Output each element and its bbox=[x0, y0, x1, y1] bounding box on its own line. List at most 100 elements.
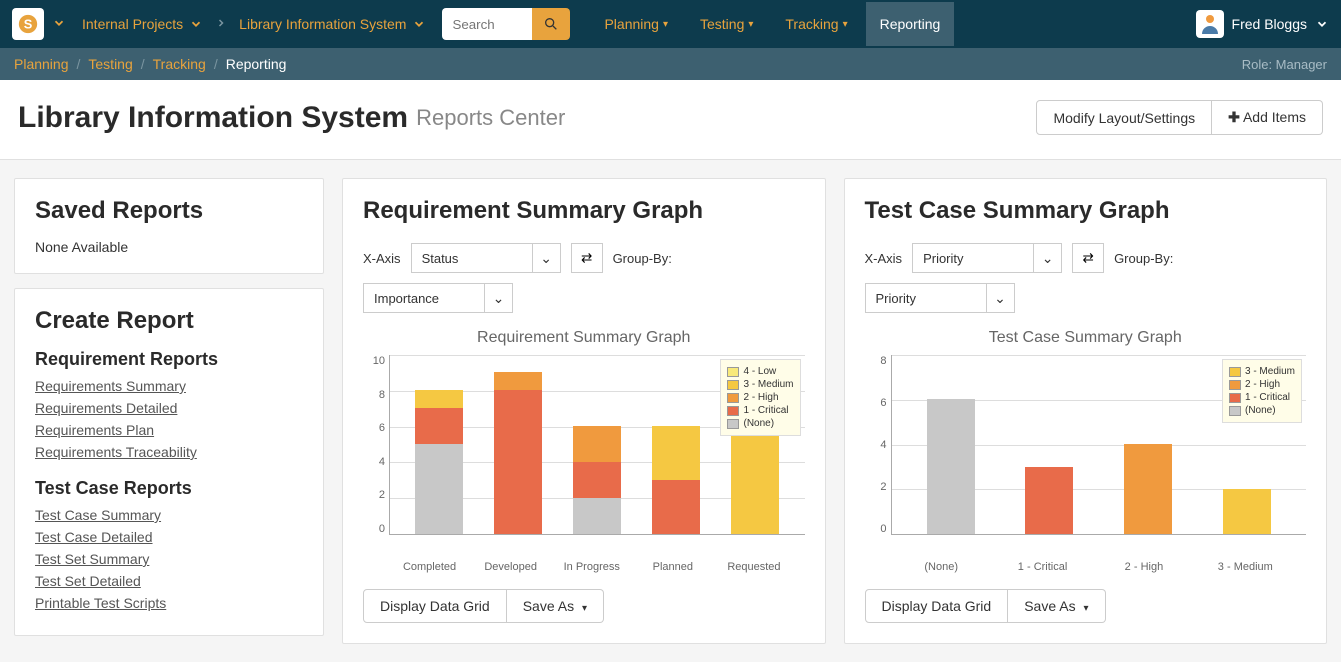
report-link[interactable]: Requirements Plan bbox=[35, 422, 303, 438]
add-items-button[interactable]: ✚ Add Items bbox=[1212, 100, 1323, 135]
chevron-down-icon[interactable]: ⌄ bbox=[1033, 244, 1061, 272]
page-title: Library Information System bbox=[18, 101, 408, 135]
workspace-link[interactable]: Internal Projects bbox=[74, 16, 211, 32]
caret-down-icon: ▾ bbox=[843, 19, 848, 30]
xaxis-select[interactable]: Priority⌄ bbox=[912, 243, 1062, 273]
saved-reports-title: Saved Reports bbox=[35, 197, 303, 225]
chart-actions: Display Data Grid Save As ▾ bbox=[363, 589, 805, 623]
breadcrumb-testing[interactable]: Testing bbox=[88, 56, 132, 72]
bar-segment bbox=[415, 390, 463, 408]
xaxis-select[interactable]: Status⌄ bbox=[411, 243, 561, 273]
groupby-select[interactable]: Importance⌄ bbox=[363, 283, 513, 313]
report-link[interactable]: Requirements Traceability bbox=[35, 444, 303, 460]
caret-down-icon: ▾ bbox=[663, 19, 668, 30]
menu-reporting[interactable]: Reporting bbox=[866, 2, 955, 46]
bar-group bbox=[494, 372, 542, 534]
report-link[interactable]: Test Set Detailed bbox=[35, 573, 303, 589]
bar-segment bbox=[573, 426, 621, 462]
swap-axes-button[interactable]: ⇄ bbox=[571, 243, 603, 273]
project-link[interactable]: Library Information System bbox=[231, 16, 434, 32]
groupby-select[interactable]: Priority⌄ bbox=[865, 283, 1015, 313]
x-axis-labels: (None)1 - Critical2 - High3 - Medium bbox=[865, 555, 1307, 573]
user-name: Fred Bloggs bbox=[1232, 16, 1307, 32]
menu-tracking[interactable]: Tracking▾ bbox=[771, 2, 861, 46]
bar-group bbox=[731, 426, 779, 534]
legend-item: 1 - Critical bbox=[1229, 392, 1295, 403]
bar-segment bbox=[1025, 467, 1073, 535]
chevron-down-icon[interactable]: ⌄ bbox=[484, 284, 512, 312]
legend-item: (None) bbox=[1229, 405, 1295, 416]
breadcrumb-planning[interactable]: Planning bbox=[14, 56, 69, 72]
xaxis-label: X-Axis bbox=[865, 251, 903, 266]
menu-planning[interactable]: Planning▾ bbox=[590, 2, 682, 46]
legend-item: 3 - Medium bbox=[727, 379, 793, 390]
user-menu[interactable]: Fred Bloggs bbox=[1196, 10, 1329, 38]
requirement-chart-panel: Requirement Summary Graph X-Axis Status⌄… bbox=[342, 178, 826, 644]
sidebar: Saved Reports None Available Create Repo… bbox=[14, 178, 324, 636]
testcase-chart-panel: Test Case Summary Graph X-Axis Priority⌄… bbox=[844, 178, 1328, 644]
chart-title: Test Case Summary Graph bbox=[865, 329, 1307, 347]
report-section-heading: Requirement Reports bbox=[35, 349, 303, 370]
report-link[interactable]: Requirements Detailed bbox=[35, 400, 303, 416]
chart-legend: 4 - Low3 - Medium2 - High1 - Critical(No… bbox=[720, 359, 800, 436]
groupby-label: Group-By: bbox=[613, 251, 672, 266]
bar-segment bbox=[731, 426, 779, 534]
chevron-down-icon[interactable]: ⌄ bbox=[986, 284, 1014, 312]
legend-item: 1 - Critical bbox=[727, 405, 793, 416]
workspace-switcher-icon[interactable] bbox=[52, 16, 66, 33]
chart-area: 864203 - Medium2 - High1 - Critical(None… bbox=[865, 355, 1307, 555]
bar-segment bbox=[573, 498, 621, 534]
display-data-grid-button[interactable]: Display Data Grid bbox=[363, 589, 507, 623]
header-actions: Modify Layout/Settings ✚ Add Items bbox=[1036, 100, 1323, 135]
app-logo[interactable]: S bbox=[12, 8, 44, 40]
breadcrumb-current: Reporting bbox=[226, 56, 287, 72]
report-link[interactable]: Printable Test Scripts bbox=[35, 595, 303, 611]
search-button[interactable] bbox=[532, 8, 570, 40]
chevron-right-icon bbox=[215, 16, 227, 32]
breadcrumb-tracking[interactable]: Tracking bbox=[153, 56, 206, 72]
search-box bbox=[442, 8, 532, 40]
content-area: Requirement Summary Graph X-Axis Status⌄… bbox=[342, 178, 1327, 644]
chart-actions: Display Data Grid Save As ▾ bbox=[865, 589, 1307, 623]
report-section-heading: Test Case Reports bbox=[35, 478, 303, 499]
chevron-down-icon[interactable]: ⌄ bbox=[532, 244, 560, 272]
bar-segment bbox=[415, 408, 463, 444]
modify-layout-button[interactable]: Modify Layout/Settings bbox=[1036, 100, 1212, 135]
bar-segment bbox=[1223, 489, 1271, 534]
y-axis: 86420 bbox=[865, 355, 891, 535]
breadcrumb: Planning / Testing / Tracking / Reportin… bbox=[0, 48, 1341, 80]
avatar bbox=[1196, 10, 1224, 38]
page-header: Library Information System Reports Cente… bbox=[0, 80, 1341, 160]
display-data-grid-button[interactable]: Display Data Grid bbox=[865, 589, 1009, 623]
bar-group bbox=[573, 426, 621, 534]
report-link[interactable]: Test Set Summary bbox=[35, 551, 303, 567]
project-label: Library Information System bbox=[239, 16, 406, 32]
legend-item: 4 - Low bbox=[727, 366, 793, 377]
chart-plot: 3 - Medium2 - High1 - Critical(None) bbox=[891, 355, 1307, 535]
plus-icon: ✚ bbox=[1228, 109, 1240, 125]
bar-group bbox=[652, 426, 700, 534]
swap-axes-button[interactable]: ⇄ bbox=[1072, 243, 1104, 273]
groupby-label: Group-By: bbox=[1114, 251, 1173, 266]
legend-item: 2 - High bbox=[1229, 379, 1295, 390]
main-content: Saved Reports None Available Create Repo… bbox=[0, 160, 1341, 662]
bar-segment bbox=[652, 426, 700, 480]
report-link[interactable]: Test Case Summary bbox=[35, 507, 303, 523]
search-input[interactable] bbox=[442, 8, 532, 40]
menu-testing[interactable]: Testing▾ bbox=[686, 2, 767, 46]
page-subtitle: Reports Center bbox=[416, 105, 565, 131]
report-link[interactable]: Test Case Detailed bbox=[35, 529, 303, 545]
save-as-button[interactable]: Save As ▾ bbox=[1008, 589, 1105, 623]
x-axis-labels: CompletedDevelopedIn ProgressPlannedRequ… bbox=[363, 555, 805, 573]
bar-segment bbox=[1124, 444, 1172, 534]
saved-reports-empty: None Available bbox=[35, 239, 303, 255]
save-as-button[interactable]: Save As ▾ bbox=[507, 589, 604, 623]
role-label: Role: Manager bbox=[1242, 57, 1327, 72]
main-menu: Planning▾ Testing▾ Tracking▾ Reporting bbox=[590, 2, 954, 46]
svg-text:S: S bbox=[24, 17, 33, 32]
top-nav: S Internal Projects Library Information … bbox=[0, 0, 1341, 48]
report-link[interactable]: Requirements Summary bbox=[35, 378, 303, 394]
legend-item: 2 - High bbox=[727, 392, 793, 403]
create-report-title: Create Report bbox=[35, 307, 303, 335]
bar-segment bbox=[494, 372, 542, 390]
